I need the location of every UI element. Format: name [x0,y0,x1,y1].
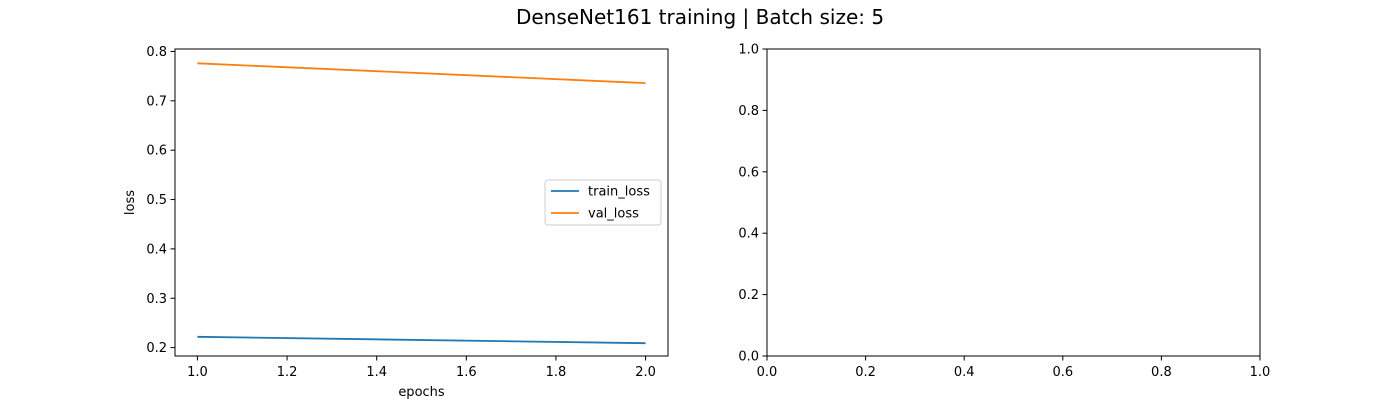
y-tick-label: 1.0 [738,43,759,58]
y-axis-label: loss [123,190,138,215]
y-tick-label: 0.5 [146,193,167,208]
y-tick-label: 0.2 [738,288,759,303]
x-tick-label: 1.6 [456,365,477,380]
y-tick-label: 0.3 [146,292,167,307]
x-axis-label: epochs [398,385,445,400]
legend-label-train-loss: train_loss [588,185,650,200]
x-tick-label: 0.2 [855,365,876,380]
x-tick-label: 0.4 [954,365,975,380]
x-tick-label: 0.8 [1151,365,1172,380]
x-tick-label: 0.0 [757,365,778,380]
x-tick-label: 1.8 [546,365,567,380]
x-tick-label: 1.4 [366,365,387,380]
axes-frame [174,48,669,357]
y-tick-label: 0.8 [146,45,167,60]
axes-frame [766,48,1261,357]
y-tick-label: 0.2 [146,341,167,356]
y-tick-label: 0.8 [738,104,759,119]
figure-title: DenseNet161 training | Batch size: 5 [516,5,884,29]
series-line-train-loss [197,335,646,345]
x-tick-label: 1.0 [187,365,208,380]
x-tick-label: 1.0 [1250,365,1271,380]
y-tick-label: 0.7 [146,94,167,109]
y-tick-label: 0.6 [146,144,167,159]
y-tick-label: 0.4 [146,242,167,257]
y-tick-label: 0.4 [738,227,759,242]
loss-chart: 1.0 1.2 1.4 1.6 1.8 2.0 0.2 0.3 0.4 0.5 0.6 0.7 0.8 e… [123,45,669,400]
y-tick-label: 0.6 [738,165,759,180]
x-tick-label: 2.0 [635,365,656,380]
x-tick-label: 1.2 [277,365,298,380]
legend-label-val-loss: val_loss [588,207,639,222]
y-tick-label: 0.0 [738,350,759,365]
legend: train_loss val_loss [544,179,662,226]
empty-chart: 0.0 0.2 0.4 0.6 0.8 1.0 0.0 0.2 0.4 0.6 0.8 1.0 [738,43,1270,381]
x-tick-label: 0.6 [1052,365,1073,380]
series-line-val-loss [197,62,646,84]
